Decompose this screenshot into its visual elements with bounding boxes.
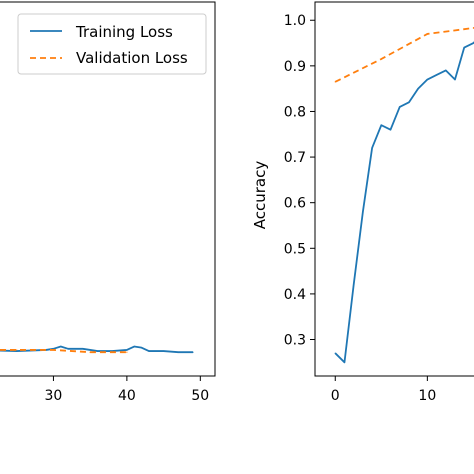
- accuracy-series-2-point: [334, 81, 336, 83]
- accuracy-x-tick-label: 0: [331, 388, 340, 404]
- accuracy-y-tick-label: 0.3: [284, 333, 306, 349]
- loss-legend: Training Loss Validation Loss: [17, 13, 207, 75]
- loss-training-loss-point: [133, 345, 135, 348]
- loss-chart: 30 40 50 Training Loss Validation Loss: [0, 1, 216, 404]
- accuracy-x-tick-label: 10: [418, 388, 436, 404]
- accuracy-series-1-point: [454, 78, 456, 81]
- accuracy-y-tick-label: 1.0: [284, 13, 306, 29]
- loss-training-loss-line: [0, 345, 193, 354]
- loss-x-tick-label: 30: [45, 388, 63, 404]
- loss-training-loss-point: [96, 350, 99, 352]
- loss-validation-loss-point: [89, 351, 91, 353]
- accuracy-series-1-point: [380, 124, 382, 126]
- loss-axes-frame: [0, 1, 216, 377]
- accuracy-y-tick-label: 0.7: [284, 150, 306, 166]
- accuracy-y-tick-label: 0.5: [284, 241, 306, 257]
- accuracy-series-1-point: [362, 211, 364, 213]
- accuracy-y-tick-label: 0.6: [284, 196, 306, 212]
- accuracy-y-tick-label: 0.9: [284, 59, 306, 75]
- accuracy-series-1-point: [399, 106, 401, 108]
- accuracy-series-1-point: [353, 284, 355, 286]
- accuracy-series-1-point: [408, 101, 410, 103]
- loss-validation-loss-point: [16, 349, 18, 351]
- loss-validation-loss-point: [52, 349, 55, 351]
- loss-training-loss-point: [192, 351, 194, 353]
- legend-label-training-loss: Training Loss: [75, 23, 173, 41]
- accuracy-series-2-point: [380, 58, 382, 60]
- legend-label-validation-loss: Validation Loss: [76, 49, 188, 67]
- loss-x-ticks: 30 40 50: [45, 376, 209, 404]
- accuracy-series-1-point: [426, 78, 428, 81]
- loss-x-tick-label: 50: [191, 388, 209, 404]
- loss-training-loss-point: [82, 348, 84, 350]
- loss-validation-loss-point: [126, 351, 128, 353]
- loss-training-loss-point: [148, 350, 150, 352]
- accuracy-series-1-point: [435, 74, 438, 76]
- accuracy-series-1-point: [343, 361, 346, 363]
- loss-training-loss-point: [177, 351, 179, 353]
- legend-box: [17, 13, 207, 75]
- loss-training-loss-point: [126, 349, 128, 351]
- accuracy-series-1-point: [445, 69, 447, 72]
- accuracy-chart: 0 10 0.3 0.4 0.5 0.6 0.7 0.8 0.9 1.0 Accuracy: [251, 1, 474, 404]
- loss-series-group: [0, 345, 194, 354]
- accuracy-series-1-point: [463, 47, 465, 49]
- loss-training-loss-point: [162, 350, 165, 352]
- accuracy-series-2-point: [426, 33, 428, 35]
- loss-training-loss-point: [67, 348, 69, 350]
- accuracy-y-tick-label: 0.8: [284, 104, 306, 120]
- accuracy-series-1-point: [417, 88, 419, 90]
- accuracy-y-axis-label: Accuracy: [251, 161, 269, 230]
- accuracy-ticks: 0 10 0.3 0.4 0.5 0.6 0.7 0.8 0.9 1.0: [284, 13, 437, 404]
- loss-training-loss-point: [16, 350, 18, 352]
- loss-training-loss-point: [60, 345, 62, 348]
- accuracy-series-1-point: [334, 352, 336, 354]
- loss-x-tick-label: 40: [118, 388, 136, 404]
- accuracy-axes-frame: [314, 1, 474, 377]
- loss-training-loss-point: [140, 347, 143, 349]
- accuracy-series-1-point: [389, 129, 392, 131]
- accuracy-series-group: [334, 26, 474, 364]
- accuracy-series-1-point: [371, 147, 373, 149]
- accuracy-y-tick-label: 0.4: [284, 287, 306, 303]
